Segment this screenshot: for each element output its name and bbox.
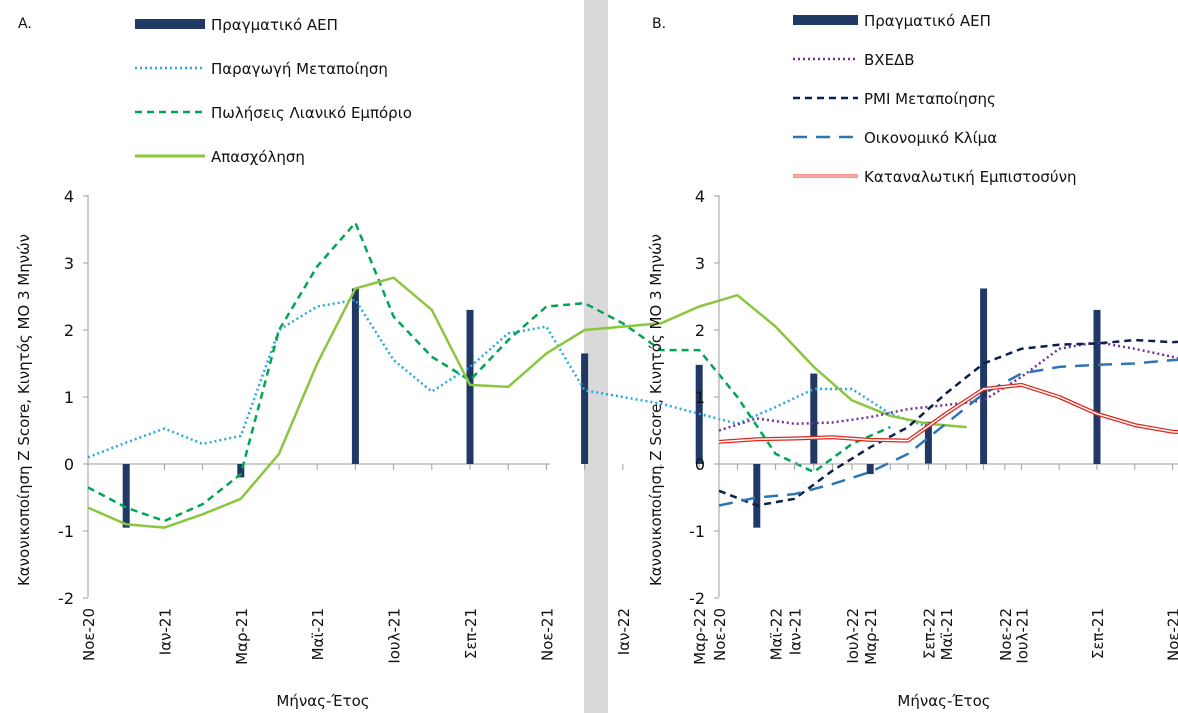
panel-b-legend: Πραγματικό ΑΕΠ ΒΧΕΔΒ PMI Μεταποίησης Οικονο… <box>793 12 1076 186</box>
panel-a-series-line <box>87 221 891 523</box>
panel-b-y-tick-label: 3 <box>695 254 705 273</box>
panel-b-x-tick-label: Ιουλ-21 <box>1013 608 1031 664</box>
panel-a-x-tick-label: Ιουλ-21 <box>386 608 404 664</box>
panel-a-y-tick-label: -2 <box>58 589 74 608</box>
panel-a: A. Κανονικοποίηση Z Score, Κινητός ΜΟ 3 … <box>15 16 1015 710</box>
panel-b-y-axis-title: Κανονικοποίηση Z Score, Κινητός ΜΟ 3 Μην… <box>647 234 665 586</box>
panel-a-y-tick-label: 0 <box>64 455 74 474</box>
panel-a-x-tick-label: Σεπ-21 <box>462 608 480 659</box>
panel-a-series-line <box>87 298 929 459</box>
panel-b-letter: Β. <box>652 16 666 32</box>
panel-a-x-tick-label: Νοε-20 <box>80 608 98 661</box>
panel-b-y-tick-label: 1 <box>695 388 705 407</box>
panel-b-series-line <box>718 358 1178 507</box>
panel-a-legend-label: Πραγματικό ΑΕΠ <box>211 16 338 34</box>
panel-a-gdp-bar <box>466 309 474 464</box>
panel-b-x-tick-label: Σεπ-21 <box>1089 608 1107 659</box>
panel-b-y-tick-label: 4 <box>695 187 705 206</box>
panel-a-y-tick-label: 4 <box>64 187 74 206</box>
panel-a-gdp-bar <box>351 288 359 464</box>
panel-a-gdp-bar <box>122 464 130 528</box>
panel-a-x-tick-label: Σεπ-22 <box>920 608 938 659</box>
panel-a-letter: A. <box>18 16 32 32</box>
panel-a-x-tick-label: Μαρ-22 <box>691 608 709 665</box>
panel-b-y-tick-label: -2 <box>689 589 705 608</box>
panel-a-legend-swatch <box>135 19 205 29</box>
panel-a-y-tick-label: 3 <box>64 254 74 273</box>
panel-b-legend-label: Οικονομικό Κλίμα <box>864 129 997 147</box>
panel-a-x-tick-label: Νοε-22 <box>997 608 1015 661</box>
panel-a-gdp-bar <box>924 421 932 464</box>
panel-a-y-axis-title: Κανονικοποίηση Z Score, Κινητός ΜΟ 3 Μην… <box>15 234 33 586</box>
panel-b-series-line <box>718 338 1178 507</box>
panel-a-x-tick-label: Ιαν-21 <box>156 608 174 655</box>
panel-b-x-tick-label: Μαρ-21 <box>862 608 880 665</box>
panel-b-x-tick-label: Νοε-21 <box>1165 608 1178 661</box>
panel-b: Β. Κανονικοποίηση Z Score, Κινητός ΜΟ 3 … <box>647 12 1178 710</box>
panel-b-x-tick-label: Νοε-20 <box>711 608 729 661</box>
panel-a-gdp-bar <box>810 373 818 464</box>
panel-a-x-tick-label: Ιουλ-22 <box>844 608 862 664</box>
panel-b-series-line-inner <box>718 384 1178 443</box>
panel-a-legend-label: Πωλήσεις Λιανικό Εμπόριο <box>211 104 412 122</box>
panel-a-y-tick-label: -1 <box>58 522 74 541</box>
panel-b-legend-swatch <box>793 15 858 25</box>
panel-b-legend-label: Πραγματικό ΑΕΠ <box>864 12 991 30</box>
panel-a-x-tick-label: Ιαν-22 <box>615 608 633 655</box>
panel-b-gdp-bar <box>753 464 761 528</box>
panel-b-y-tick-label: 0 <box>695 455 705 474</box>
panel-b-y-tick-label: 2 <box>695 321 705 340</box>
panel-a-x-tick-label: Νοε-21 <box>538 608 556 661</box>
panel-b-x-tick-label: Μαϊ-21 <box>938 608 956 660</box>
panel-b-x-tick-label: Ιαν-21 <box>787 608 805 655</box>
panel-a-legend: Πραγματικό ΑΕΠ Παραγωγή Μεταποίηση Πωλήσει… <box>135 16 412 166</box>
panel-a-legend-label: Παραγωγή Μεταποίηση <box>211 60 388 78</box>
panel-b-legend-label: PMI Μεταποίησης <box>864 90 996 108</box>
panel-a-x-tick-label: Μαρ-21 <box>233 608 251 665</box>
panel-a-legend-label: Απασχόληση <box>211 148 305 166</box>
panel-b-gdp-bar <box>1093 309 1101 464</box>
panel-a-x-tick-label: Μαϊ-21 <box>309 608 327 660</box>
panel-b-legend-label: ΒΧΕΔΒ <box>864 51 915 69</box>
panel-b-legend-label: Καταναλωτική Εμπιστοσύνη <box>864 168 1076 186</box>
panel-a-series-line <box>87 276 967 529</box>
panel-b-y-tick-label: -1 <box>689 522 705 541</box>
panel-a-x-axis-title: Μήνας-Έτος <box>276 692 369 710</box>
panel-b-gdp-bar <box>980 288 988 464</box>
panel-b-gdp-bar <box>866 464 874 475</box>
panel-b-series-line <box>718 340 1178 432</box>
panel-a-x-tick-label: Μαϊ-22 <box>768 608 786 660</box>
panel-a-y-tick-label: 2 <box>64 321 74 340</box>
panel-a-y-tick-label: 1 <box>64 388 74 407</box>
panel-b-x-axis-title: Μήνας-Έτος <box>897 692 990 710</box>
panel-a-gdp-bar <box>581 353 589 464</box>
panel-a-gdp-bar <box>237 464 245 478</box>
